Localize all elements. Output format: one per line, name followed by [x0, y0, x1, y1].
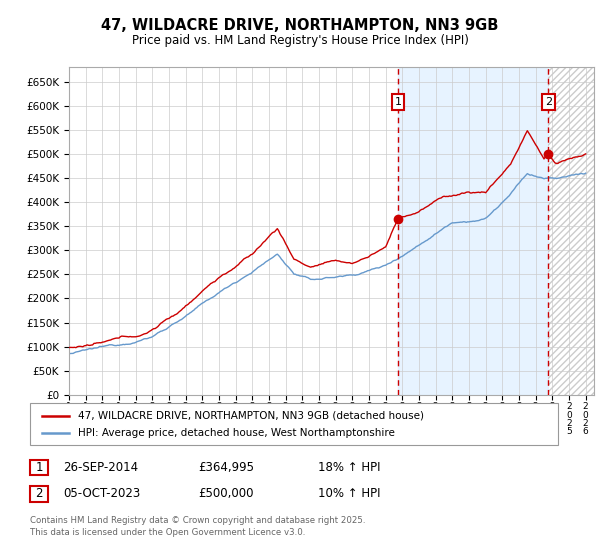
Bar: [548, 67, 594, 395]
Text: 47, WILDACRE DRIVE, NORTHAMPTON, NN3 9GB: 47, WILDACRE DRIVE, NORTHAMPTON, NN3 9GB: [101, 18, 499, 32]
Text: £364,995: £364,995: [198, 461, 254, 474]
Text: 18% ↑ HPI: 18% ↑ HPI: [318, 461, 380, 474]
Text: Price paid vs. HM Land Registry's House Price Index (HPI): Price paid vs. HM Land Registry's House …: [131, 34, 469, 47]
Text: £500,000: £500,000: [198, 487, 254, 501]
Text: 05-OCT-2023: 05-OCT-2023: [63, 487, 140, 501]
Text: 47, WILDACRE DRIVE, NORTHAMPTON, NN3 9GB (detached house): 47, WILDACRE DRIVE, NORTHAMPTON, NN3 9GB…: [78, 411, 424, 421]
Text: 1: 1: [35, 461, 43, 474]
Text: 1: 1: [395, 97, 401, 107]
Text: 2: 2: [545, 97, 552, 107]
Text: HPI: Average price, detached house, West Northamptonshire: HPI: Average price, detached house, West…: [78, 428, 395, 437]
Text: 26-SEP-2014: 26-SEP-2014: [63, 461, 138, 474]
Text: Contains HM Land Registry data © Crown copyright and database right 2025.
This d: Contains HM Land Registry data © Crown c…: [30, 516, 365, 537]
Text: 10% ↑ HPI: 10% ↑ HPI: [318, 487, 380, 501]
Text: 2: 2: [35, 487, 43, 501]
